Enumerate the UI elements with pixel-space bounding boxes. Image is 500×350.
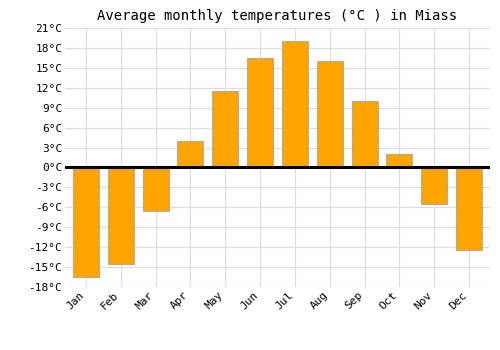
Bar	[108, 167, 134, 264]
Bar	[386, 154, 412, 167]
Bar	[142, 167, 169, 211]
Bar	[282, 41, 308, 167]
Bar	[178, 141, 204, 167]
Bar	[212, 91, 238, 167]
Title: Average monthly temperatures (°C ) in Miass: Average monthly temperatures (°C ) in Mi…	[98, 9, 458, 23]
Bar	[316, 61, 343, 167]
Bar	[456, 167, 482, 251]
Bar	[247, 58, 273, 167]
Bar	[73, 167, 99, 277]
Bar	[421, 167, 448, 204]
Bar	[352, 101, 378, 167]
